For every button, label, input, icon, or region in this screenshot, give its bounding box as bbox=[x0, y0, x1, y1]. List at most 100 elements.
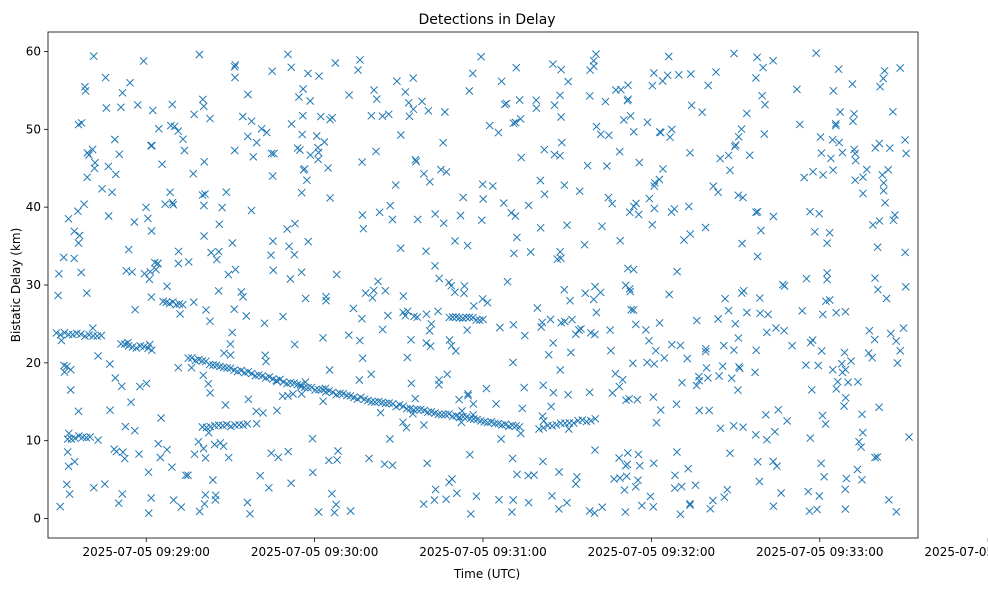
data-point bbox=[304, 69, 312, 78]
data-point bbox=[332, 500, 341, 509]
data-point bbox=[726, 449, 734, 458]
data-point bbox=[89, 483, 98, 492]
data-point bbox=[645, 336, 653, 345]
data-point bbox=[259, 408, 268, 417]
data-point bbox=[349, 304, 358, 313]
data-point bbox=[876, 82, 885, 91]
data-point bbox=[295, 146, 304, 154]
data-point bbox=[97, 331, 106, 340]
data-point bbox=[598, 503, 607, 512]
data-point bbox=[645, 194, 654, 203]
data-point bbox=[873, 243, 882, 252]
data-point bbox=[66, 365, 75, 374]
data-point bbox=[226, 351, 235, 360]
data-point bbox=[672, 400, 681, 409]
data-point bbox=[649, 69, 658, 77]
data-point bbox=[550, 101, 559, 110]
data-point bbox=[440, 108, 449, 116]
data-point bbox=[267, 449, 276, 458]
data-point bbox=[131, 305, 140, 314]
data-point bbox=[144, 344, 152, 353]
data-point bbox=[884, 165, 893, 174]
data-point bbox=[465, 450, 474, 459]
data-point bbox=[864, 349, 873, 358]
data-point bbox=[287, 479, 296, 488]
data-point bbox=[307, 383, 316, 392]
data-point bbox=[330, 508, 339, 517]
data-point bbox=[388, 215, 397, 224]
data-point bbox=[371, 398, 379, 406]
data-point bbox=[606, 326, 615, 335]
data-point bbox=[512, 63, 521, 72]
data-point bbox=[76, 330, 85, 339]
data-point bbox=[590, 509, 599, 517]
data-point bbox=[356, 393, 365, 402]
data-point bbox=[358, 211, 367, 219]
data-point bbox=[629, 306, 638, 314]
data-point bbox=[858, 428, 867, 437]
data-point bbox=[439, 138, 448, 147]
data-point bbox=[517, 153, 526, 162]
data-point bbox=[575, 187, 584, 196]
data-point bbox=[838, 368, 847, 377]
data-point bbox=[482, 384, 491, 393]
data-point bbox=[294, 93, 303, 102]
data-point bbox=[200, 499, 209, 508]
data-point bbox=[89, 52, 98, 61]
data-point bbox=[163, 282, 172, 291]
data-point bbox=[407, 379, 416, 388]
data-point bbox=[115, 150, 124, 159]
data-point bbox=[207, 248, 216, 257]
data-point bbox=[174, 363, 183, 372]
data-point bbox=[539, 423, 548, 432]
data-point bbox=[284, 447, 293, 456]
data-point bbox=[844, 378, 853, 387]
data-point bbox=[297, 390, 306, 398]
data-point bbox=[624, 95, 633, 104]
data-point bbox=[751, 430, 760, 439]
data-point bbox=[847, 357, 855, 366]
data-point bbox=[226, 340, 235, 349]
data-point bbox=[706, 504, 715, 513]
data-point bbox=[450, 288, 459, 297]
data-point bbox=[800, 173, 809, 182]
data-point bbox=[392, 77, 401, 86]
data-point bbox=[841, 505, 850, 514]
data-point bbox=[656, 128, 665, 137]
data-point bbox=[745, 151, 754, 160]
x-tick-label: 2025-07-05 09:33:00 bbox=[756, 545, 883, 559]
data-point bbox=[117, 339, 125, 348]
data-point bbox=[492, 399, 501, 408]
data-point bbox=[289, 389, 297, 398]
data-point bbox=[413, 313, 422, 322]
data-point bbox=[795, 120, 804, 129]
data-point bbox=[477, 52, 486, 61]
data-point bbox=[631, 482, 640, 491]
data-point bbox=[507, 208, 516, 217]
data-point bbox=[445, 478, 454, 487]
data-point bbox=[344, 331, 353, 340]
data-point bbox=[831, 121, 840, 130]
data-point bbox=[549, 388, 558, 397]
data-point bbox=[299, 166, 308, 174]
data-point bbox=[751, 73, 760, 82]
data-point bbox=[466, 414, 475, 423]
data-point bbox=[314, 155, 323, 164]
data-point bbox=[572, 472, 581, 481]
data-point bbox=[560, 285, 569, 294]
data-point bbox=[211, 495, 220, 504]
data-point bbox=[641, 325, 650, 334]
data-point bbox=[652, 418, 661, 427]
data-point bbox=[548, 491, 556, 500]
data-point bbox=[142, 379, 151, 388]
data-point bbox=[712, 68, 720, 77]
data-point bbox=[201, 490, 210, 499]
data-point bbox=[230, 146, 239, 155]
data-point bbox=[332, 270, 341, 279]
data-point bbox=[465, 313, 474, 322]
data-point bbox=[511, 212, 520, 221]
data-point bbox=[358, 158, 367, 167]
data-point bbox=[300, 383, 309, 392]
data-point bbox=[63, 435, 72, 444]
data-point bbox=[375, 208, 384, 217]
